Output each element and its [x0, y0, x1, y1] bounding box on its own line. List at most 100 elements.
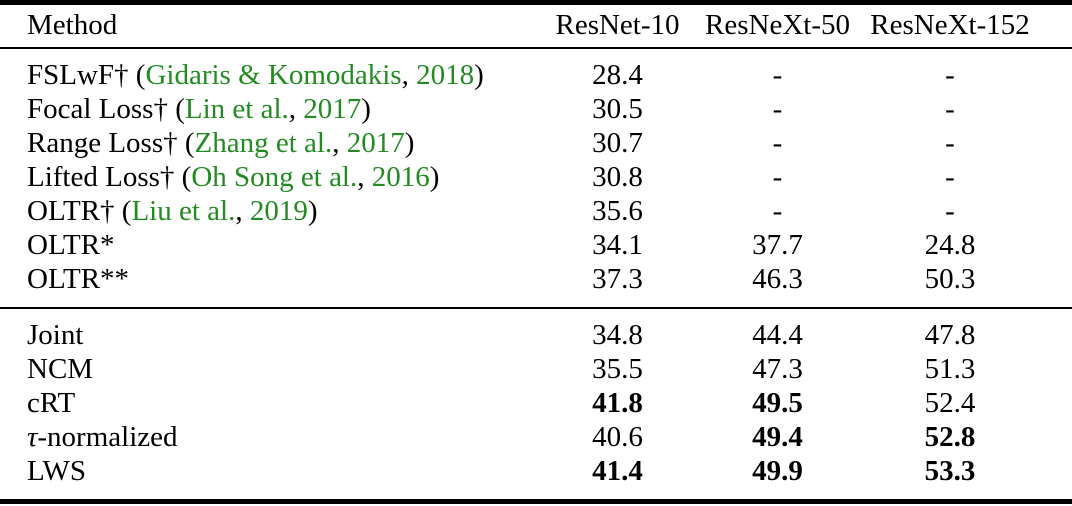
value-cell: 51.3	[924, 352, 976, 385]
citation-link[interactable]: 2019	[249, 194, 308, 227]
citation-link[interactable]: 2018	[416, 58, 475, 91]
value-cell: 44.4	[752, 318, 803, 351]
method-cell: Range Loss† (Zhang et al., 2017)	[0, 126, 535, 160]
method-label: OLTR† (	[27, 194, 132, 227]
method-label: ,	[332, 126, 347, 159]
value-cell: -	[945, 92, 955, 125]
value-cell: 49.4	[752, 420, 803, 453]
table-header: Method ResNet-10 ResNeXt-50 ResNeXt-152	[0, 3, 1072, 48]
method-cell: OLTR**	[0, 262, 535, 308]
method-label: Focal Loss† (	[27, 92, 185, 125]
value-cell: 30.8	[592, 160, 643, 193]
method-cell: cRT	[0, 386, 535, 420]
method-cell: NCM	[0, 352, 535, 386]
citation-link[interactable]: Liu et al.	[131, 194, 236, 227]
table-section-our-methods: Joint 34.8 44.4 47.8 NCM 35.5 47.3 51.3 cRT 41.8 4…	[0, 307, 1072, 502]
method-label: )	[474, 58, 484, 91]
citation-link[interactable]: Gidaris & Komodakis	[145, 58, 402, 91]
method-cell: LWS	[0, 454, 535, 502]
value-cell: 47.8	[924, 318, 976, 351]
value-cell: 24.8	[924, 228, 976, 261]
value-cell: 47.3	[752, 352, 803, 385]
value-cell: 35.5	[592, 352, 643, 385]
method-label: ,	[288, 92, 304, 125]
table-row: LWS 41.4 49.9 53.3	[0, 454, 1072, 502]
method-label: Range Loss† (	[27, 126, 195, 159]
column-header: Method	[27, 9, 118, 42]
method-label: )	[307, 194, 318, 227]
value-cell: 37.3	[592, 262, 643, 295]
column-header: ResNeXt-50	[705, 9, 850, 42]
method-label: cRT	[27, 386, 76, 419]
citation-link[interactable]: Zhang et al.	[194, 126, 333, 159]
method-cell: OLTR*	[0, 228, 535, 262]
method-label: ,	[401, 58, 417, 91]
citation-link[interactable]: Oh Song et al.	[191, 160, 358, 193]
value-cell: -	[772, 194, 783, 227]
citation-link[interactable]: 2017	[303, 92, 362, 125]
value-cell: 37.7	[752, 228, 803, 261]
method-cell: Lifted Loss† (Oh Song et al., 2016)	[0, 160, 535, 194]
method-cell: FSLwF† (Gidaris & Komodakis, 2018)	[0, 48, 535, 92]
value-cell: 40.6	[592, 420, 643, 453]
table-row: Joint 34.8 44.4 47.8	[0, 308, 1072, 352]
method-label: Lifted Loss† (	[27, 160, 192, 193]
table-section-prior-methods: FSLwF† (Gidaris & Komodakis, 2018) 28.4- -…	[0, 48, 1072, 308]
value-cell: 35.6	[592, 194, 643, 227]
method-label: ,	[357, 160, 372, 193]
value-cell: 49.9	[752, 454, 803, 487]
value-cell: 46.3	[752, 262, 803, 295]
value-cell: 41.4	[592, 454, 643, 487]
value-cell: -	[772, 58, 783, 91]
method-label: )	[429, 160, 440, 193]
method-cell: Focal Loss† (Lin et al., 2017)	[0, 92, 535, 126]
value-cell: 52.8	[924, 420, 976, 453]
column-header: ResNeXt-152	[870, 9, 1030, 42]
method-label: NCM	[27, 352, 94, 385]
table-row: cRT 41.8 49.5 52.4	[0, 386, 1072, 420]
column-header: ResNet-10	[555, 9, 680, 42]
method-label: τ	[27, 420, 38, 453]
citation-link[interactable]: 2016	[371, 160, 430, 193]
method-label: Joint	[27, 318, 84, 351]
table-row: FSLwF† (Gidaris & Komodakis, 2018) 28.4 - -	[0, 48, 1072, 92]
table-row: τ-normalized 40.6 49.4 52.8	[0, 420, 1072, 454]
value-cell: 34.8	[592, 318, 643, 351]
value-cell: -	[772, 160, 783, 193]
citation-link[interactable]: 2017	[346, 126, 405, 159]
method-label: OLTR*	[27, 228, 115, 261]
value-cell: 52.4	[924, 386, 976, 419]
value-cell: 50.3	[924, 262, 976, 295]
value-cell: 30.7	[592, 126, 643, 159]
method-cell: Joint	[0, 308, 535, 352]
value-cell: 53.3	[924, 454, 976, 487]
value-cell: 49.5	[752, 386, 803, 419]
header-row: Method ResNet-10 ResNeXt-50 ResNeXt-152	[0, 3, 1072, 48]
method-label: -normalized	[37, 420, 178, 453]
value-cell: -	[772, 126, 783, 159]
value-cell: 30.5	[592, 92, 643, 125]
value-cell: -	[945, 126, 955, 159]
method-label: )	[361, 92, 371, 125]
table-row: OLTR† (Liu et al., 2019) 35.6 - -	[0, 194, 1072, 228]
method-label: FSLwF† (	[27, 58, 146, 91]
value-cell: 34.1	[592, 228, 643, 261]
table-row: Focal Loss† (Lin et al., 2017) 30.5 - -	[0, 92, 1072, 126]
value-cell: 28.4	[592, 58, 643, 91]
value-cell: -	[772, 92, 783, 125]
method-label: OLTR**	[27, 262, 130, 295]
table-row: OLTR* 34.1 37.7 24.8	[0, 228, 1072, 262]
method-label: LWS	[27, 454, 87, 487]
method-label: )	[404, 126, 415, 159]
value-cell: -	[945, 194, 955, 227]
method-label: ,	[235, 194, 250, 227]
method-cell: τ-normalized	[0, 420, 535, 454]
table-row: Range Loss† (Zhang et al., 2017) 30.7 - -	[0, 126, 1072, 160]
table-row: NCM 35.5 47.3 51.3	[0, 352, 1072, 386]
value-cell: -	[945, 58, 955, 91]
value-cell: 41.8	[592, 386, 643, 419]
table-row: OLTR** 37.3 46.3 50.3	[0, 262, 1072, 308]
citation-link[interactable]: Lin et al.	[184, 92, 289, 125]
